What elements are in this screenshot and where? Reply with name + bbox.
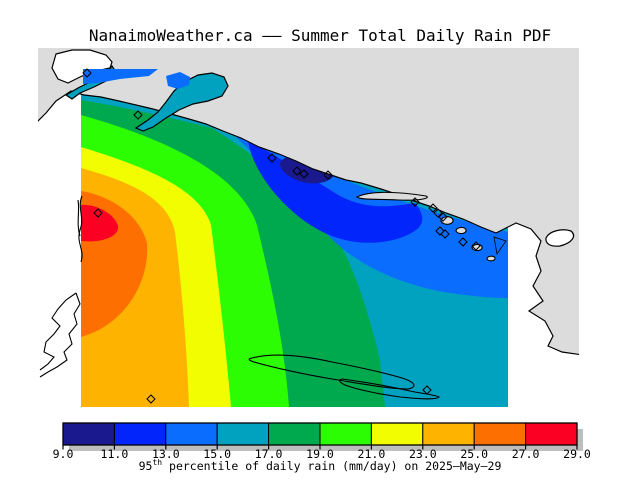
station-marker xyxy=(146,394,156,404)
color-scale-segment xyxy=(319,422,372,446)
station-marker xyxy=(292,166,302,176)
station-marker xyxy=(458,237,468,247)
inlet-west-cool-strip xyxy=(83,69,158,84)
scale-tick-label: 13.0 xyxy=(152,447,180,461)
thin-island xyxy=(355,191,428,201)
coastline-outlines xyxy=(39,195,440,400)
color-scale: 9.0 11.0 13.0 15.0 17.0 19.0 21.0 23.0 25.0 27.0 2… xyxy=(53,422,591,461)
station-marker xyxy=(433,208,443,218)
scale-tick-label: 11.0 xyxy=(101,447,129,461)
color-scale-segment xyxy=(370,422,424,446)
coast-sliver-west-2 xyxy=(77,199,81,237)
station-marker xyxy=(440,229,450,239)
scale-tick-label: 21.0 xyxy=(358,447,386,461)
caption-superscript: th xyxy=(152,458,163,467)
color-scale-segment xyxy=(473,422,527,446)
scale-tick-label: 25.0 xyxy=(460,447,488,461)
color-scale-segment xyxy=(422,422,475,446)
caption-prefix: 95 xyxy=(138,458,153,473)
station-marker xyxy=(133,110,143,120)
small-island-1 xyxy=(440,216,454,225)
coast-sliver-west xyxy=(78,195,83,263)
harbor-white-inlet xyxy=(545,229,575,247)
scale-tick-label: 9.0 xyxy=(53,447,74,461)
colorbar-caption: 95th percentile of daily rain (mm/day) o… xyxy=(0,458,640,474)
station-marker xyxy=(93,208,103,218)
station-marker xyxy=(323,170,333,180)
inlet-channel-east xyxy=(134,72,229,132)
station-markers xyxy=(82,68,481,404)
contour-band-11-13 xyxy=(248,140,423,243)
color-scale-segment xyxy=(62,422,115,446)
land-layer xyxy=(38,48,579,356)
scale-tick-label: 29.0 xyxy=(563,447,591,461)
inlet-east-cool-patch xyxy=(166,72,190,89)
island-outline-long-a xyxy=(248,354,415,390)
color-scale-segment xyxy=(113,422,167,446)
caption-text: percentile of daily rain (mm/day) on 202… xyxy=(162,458,502,473)
station-marker xyxy=(267,153,277,163)
scale-tick-label: 23.0 xyxy=(409,447,437,461)
island-coast-southwest-b xyxy=(39,292,81,378)
mainland xyxy=(38,48,579,356)
page-title: NanaimoWeather.ca —— Summer Total Daily … xyxy=(88,26,552,45)
scale-tick-label: 19.0 xyxy=(306,447,334,461)
contour-band-27-29 xyxy=(81,204,119,242)
color-scale-segment xyxy=(216,422,270,446)
station-marker xyxy=(471,241,481,251)
color-scale-ticks xyxy=(62,445,578,450)
coast-blue-wedge xyxy=(493,236,507,256)
island-coast-southwest-a xyxy=(39,292,77,371)
small-island-4 xyxy=(486,255,496,262)
station-marker xyxy=(82,68,92,78)
small-island-2 xyxy=(455,226,467,235)
color-scale-labels: 9.0 11.0 13.0 15.0 17.0 19.0 21.0 23.0 25.0 27.0 2… xyxy=(53,447,591,461)
station-marker xyxy=(438,212,448,222)
station-marker xyxy=(410,197,420,207)
scale-tick-label: 17.0 xyxy=(255,447,283,461)
island-outline-long-b xyxy=(339,378,440,400)
color-scale-segments xyxy=(62,422,578,446)
station-marker xyxy=(422,385,432,395)
scale-tick-label: 27.0 xyxy=(512,447,540,461)
station-marker xyxy=(428,203,438,213)
color-scale-segment xyxy=(268,422,321,446)
station-marker xyxy=(299,169,309,179)
scale-tick-label: 15.0 xyxy=(203,447,231,461)
color-scale-segment xyxy=(165,422,218,446)
color-scale-segment xyxy=(525,422,578,446)
